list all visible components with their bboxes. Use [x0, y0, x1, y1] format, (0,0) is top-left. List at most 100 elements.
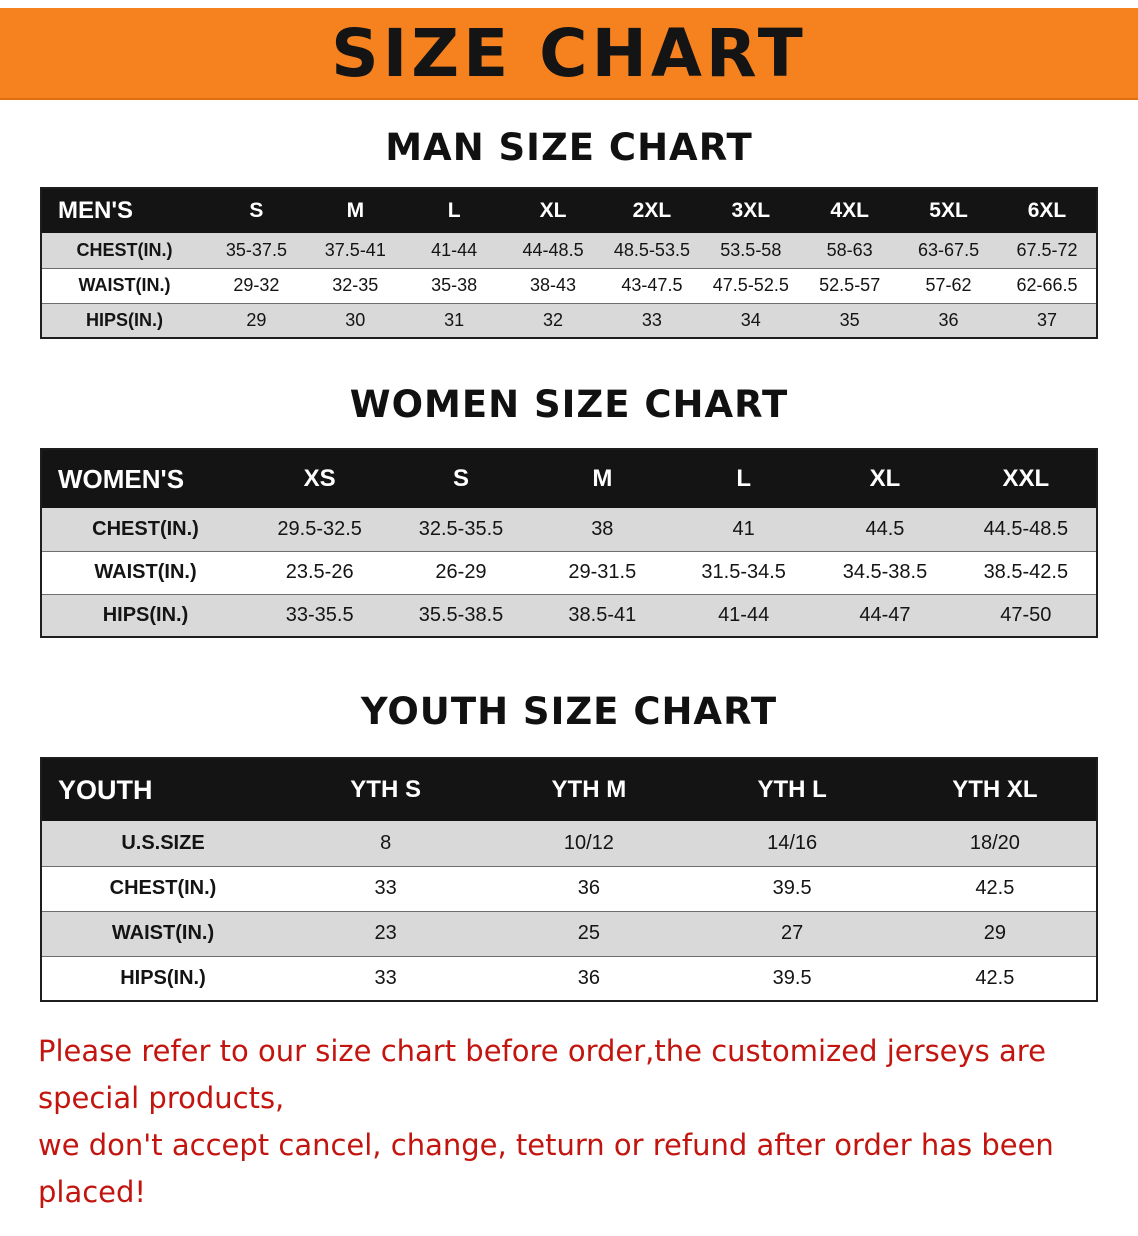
- size-value-cell: 58-63: [826, 239, 873, 260]
- size-value-cell: 33-35.5: [285, 603, 354, 626]
- size-column-header: M: [531, 449, 673, 508]
- size-value-cell: 44-47: [859, 603, 911, 626]
- size-value-cell: 41-44: [718, 603, 770, 626]
- table-title-cell: MEN'S: [41, 188, 207, 233]
- size-column-header: YTH M: [487, 758, 691, 821]
- size-value-cell: 35-37.5: [225, 239, 287, 260]
- size-value-cell: 33: [374, 966, 397, 989]
- table-body: CHEST(IN.) 35-37.5 37.5-41 41-44 44-48.5 48.5…: [41, 233, 1097, 338]
- size-value-cell: 23.5-26: [285, 561, 354, 583]
- size-value-cell: 31: [444, 309, 465, 330]
- size-column-header: XL: [503, 188, 603, 233]
- size-value-cell: 39.5: [772, 877, 812, 899]
- men-size-table: MEN'S S M L XL 2XL 3XL 4XL 5XL 6XL CHEST(IN.) 35-37…: [40, 187, 1098, 339]
- size-column-header: YTH L: [690, 758, 894, 821]
- size-value-cell: 31.5-34.5: [701, 561, 786, 583]
- size-value-cell: 52.5-57: [819, 275, 881, 295]
- disclaimer: Please refer to our size chart before or…: [38, 1028, 1100, 1216]
- page-title: SIZE CHART: [331, 14, 807, 92]
- row-label: CHEST(IN.): [109, 877, 217, 899]
- youth-size-table: YOUTH YTH S YTH M YTH L YTH XL U.S.SIZE 8 10/12…: [40, 757, 1098, 1002]
- disclaimer-line-2: we don't accept cancel, change, teturn o…: [38, 1128, 1054, 1209]
- table-body: U.S.SIZE 8 10/12 14/16 18/20 CHEST(IN.) 33 36 39…: [41, 821, 1097, 1001]
- size-value-cell: 44.5: [865, 517, 905, 540]
- size-value-cell: 57-62: [925, 275, 972, 295]
- size-value-cell: 44.5-48.5: [983, 517, 1069, 540]
- size-column-header: YTH XL: [893, 758, 1097, 821]
- size-column-header: S: [390, 449, 532, 508]
- men-size-section: MAN SIZE CHART MEN'S S M L XL 2XL 3XL 4XL 5XL 6XL…: [0, 126, 1138, 339]
- size-value-cell: 33: [641, 309, 662, 330]
- table-header-row: YOUTH YTH S YTH M YTH L YTH XL: [41, 758, 1097, 821]
- size-value-cell: 36: [938, 309, 959, 330]
- size-value-cell: 42.5: [975, 966, 1015, 989]
- size-value-cell: 44-48.5: [522, 239, 584, 260]
- size-value-cell: 30: [345, 309, 366, 330]
- row-label: WAIST(IN.): [94, 561, 197, 583]
- table-row: CHEST(IN.) 33 36 39.5 42.5: [41, 866, 1097, 911]
- table-row: CHEST(IN.) 29.5-32.5 32.5-35.5 38 41 44.5 44.5…: [41, 508, 1097, 551]
- size-value-cell: 37.5-41: [324, 239, 386, 260]
- size-value-cell: 47.5-52.5: [712, 275, 789, 295]
- size-column-header: XL: [814, 449, 956, 508]
- table-head: WOMEN'S XS S M L XL XXL: [41, 449, 1097, 508]
- size-value-cell: 26-29: [435, 561, 487, 583]
- size-column-header: L: [672, 449, 815, 508]
- size-value-cell: 29: [983, 922, 1006, 944]
- size-value-cell: 33: [374, 877, 397, 899]
- row-label: WAIST(IN.): [78, 275, 171, 295]
- size-value-cell: 10/12: [563, 831, 614, 854]
- youth-size-section: YOUTH SIZE CHART YOUTH YTH S YTH M YTH L YTH…: [0, 690, 1138, 1002]
- size-value-cell: 32: [543, 309, 564, 330]
- table-title-cell: WOMEN'S: [41, 449, 249, 508]
- banner: SIZE CHART: [0, 8, 1138, 100]
- table-row: WAIST(IN.) 23.5-26 26-29 29-31.5 31.5-34.5 34…: [41, 551, 1097, 594]
- size-value-cell: 38-43: [530, 275, 577, 295]
- size-value-cell: 29-31.5: [568, 561, 637, 583]
- size-value-cell: 62-66.5: [1016, 275, 1078, 295]
- women-size-section: WOMEN SIZE CHART WOMEN'S XS S M L XL XXL CHEST(…: [0, 383, 1138, 638]
- table-header-row: WOMEN'S XS S M L XL XXL: [41, 449, 1097, 508]
- table-row: CHEST(IN.) 35-37.5 37.5-41 41-44 44-48.5 48.5…: [41, 233, 1097, 268]
- size-value-cell: 23: [374, 922, 397, 944]
- row-label: HIPS(IN.): [85, 309, 163, 330]
- youth-section-heading: YOUTH SIZE CHART: [360, 690, 778, 733]
- size-value-cell: 8: [380, 831, 392, 854]
- table-body: CHEST(IN.) 29.5-32.5 32.5-35.5 38 41 44.5 44.5…: [41, 508, 1097, 637]
- size-value-cell: 29: [246, 309, 267, 330]
- row-label: U.S.SIZE: [121, 831, 205, 854]
- table-row: HIPS(IN.) 29 30 31 32 33 34 35 36 37: [41, 303, 1097, 338]
- table-row: HIPS(IN.) 33 36 39.5 42.5: [41, 956, 1097, 1001]
- size-value-cell: 25: [577, 922, 600, 944]
- size-value-cell: 32-35: [332, 275, 379, 295]
- size-column-header: L: [404, 188, 504, 233]
- size-value-cell: 41: [732, 517, 755, 540]
- row-label: WAIST(IN.): [111, 922, 215, 944]
- size-value-cell: 18/20: [969, 831, 1020, 854]
- women-size-table: WOMEN'S XS S M L XL XXL CHEST(IN.) 29.5-32.5 32.5…: [40, 448, 1098, 638]
- size-column-header: 5XL: [899, 188, 998, 233]
- size-value-cell: 38.5-41: [568, 603, 637, 626]
- size-value-cell: 34: [740, 309, 761, 330]
- size-value-cell: 36: [577, 966, 600, 989]
- table-row: HIPS(IN.) 33-35.5 35.5-38.5 38.5-41 41-44 44-…: [41, 594, 1097, 637]
- size-value-cell: 34.5-38.5: [842, 561, 928, 583]
- size-column-header: 4XL: [800, 188, 900, 233]
- size-column-header: 6XL: [998, 188, 1097, 233]
- size-value-cell: 48.5-53.5: [613, 239, 690, 260]
- size-value-cell: 29-32: [233, 275, 280, 295]
- table-row: WAIST(IN.) 23 25 27 29: [41, 911, 1097, 956]
- table-row: WAIST(IN.) 29-32 32-35 35-38 38-43 43-47.5 47.…: [41, 268, 1097, 303]
- size-column-header: XS: [249, 449, 391, 508]
- size-value-cell: 42.5: [975, 877, 1015, 899]
- size-value-cell: 43-47.5: [621, 275, 683, 295]
- size-value-cell: 38.5-42.5: [983, 561, 1069, 583]
- size-value-cell: 67.5-72: [1016, 239, 1078, 260]
- size-value-cell: 63-67.5: [918, 239, 980, 260]
- size-value-cell: 47-50: [1000, 603, 1052, 626]
- size-value-cell: 14/16: [767, 831, 818, 854]
- table-title-cell: YOUTH: [41, 758, 284, 821]
- row-label: CHEST(IN.): [92, 517, 199, 540]
- size-value-cell: 35: [839, 309, 860, 330]
